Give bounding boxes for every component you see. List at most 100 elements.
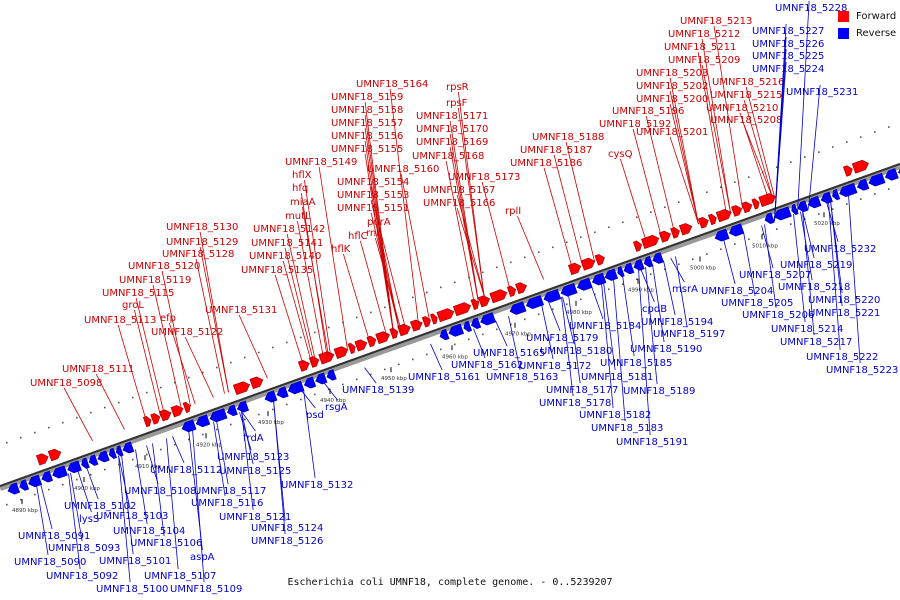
legend-item-forward: Forward bbox=[838, 8, 898, 25]
scale-dot bbox=[34, 431, 36, 434]
scale-dot bbox=[846, 203, 848, 205]
axis-tick-label: 4910 kbp bbox=[135, 464, 161, 470]
forward-gene-label: rnr bbox=[366, 228, 381, 239]
scale-dot bbox=[104, 468, 106, 471]
scale-dot bbox=[76, 416, 78, 419]
forward-leader-line bbox=[743, 99, 773, 198]
reverse-gene-label: UMNF18_5232 bbox=[804, 244, 876, 255]
scale-dot bbox=[706, 253, 708, 256]
scale-dot bbox=[874, 131, 876, 133]
reverse-gene-label: UMNF18_5220 bbox=[808, 295, 880, 306]
reverse-leader-line bbox=[77, 470, 92, 513]
reverse-gene-label: UMNF18_5231 bbox=[786, 87, 858, 98]
forward-leader-line bbox=[199, 231, 229, 393]
scale-dot bbox=[132, 458, 134, 461]
reverse-gene-label: UMNF18_5100 bbox=[96, 584, 168, 595]
reverse-gene-label: frdA bbox=[243, 433, 264, 444]
scale-dot bbox=[6, 503, 8, 506]
scale-dot bbox=[818, 213, 820, 215]
scale-dot bbox=[328, 326, 330, 329]
reverse-gene-arrow bbox=[303, 376, 317, 389]
reverse-gene-label: msrA bbox=[672, 284, 698, 295]
reverse-gene-label: UMNF18_5183 bbox=[591, 423, 663, 434]
reverse-gene-label: UMNF18_5185 bbox=[600, 358, 672, 369]
forward-gene-label: UMNF18_5149 bbox=[285, 157, 357, 168]
reverse-leader-line bbox=[300, 389, 316, 409]
scale-dot bbox=[426, 291, 428, 294]
scale-dot bbox=[20, 436, 22, 439]
scale-dot bbox=[230, 423, 232, 426]
scale-dot bbox=[524, 256, 526, 259]
reverse-gene-arrow bbox=[543, 288, 562, 303]
reverse-leader-line bbox=[808, 84, 821, 209]
reverse-gene-label: UMNF18_5204 bbox=[701, 286, 773, 297]
forward-gene-label: UMNF18_5166 bbox=[423, 198, 495, 209]
scale-dot bbox=[790, 223, 792, 225]
reverse-leader-line bbox=[213, 421, 226, 497]
scale-dot bbox=[230, 361, 232, 364]
forward-leader-line bbox=[553, 154, 583, 266]
forward-leader-line bbox=[304, 179, 332, 356]
forward-gene-label: UMNF18_5111 bbox=[62, 364, 134, 375]
scale-dot bbox=[132, 396, 134, 399]
reverse-leader-line bbox=[826, 202, 839, 243]
scale-dot bbox=[62, 421, 64, 424]
reverse-leader-line bbox=[118, 455, 131, 583]
scale-dot bbox=[258, 351, 260, 354]
scale-dot bbox=[860, 136, 862, 138]
scale-dot bbox=[314, 393, 316, 396]
reverse-leader-line bbox=[135, 449, 148, 525]
scale-dot bbox=[104, 406, 106, 409]
forward-gene-label: UMNF18_5201 bbox=[636, 127, 708, 138]
scale-dot bbox=[720, 248, 722, 250]
forward-gene-arrow bbox=[697, 217, 709, 229]
reverse-gene-arrow bbox=[326, 369, 337, 381]
reverse-gene-arrow bbox=[623, 262, 635, 275]
reverse-leader-line bbox=[36, 484, 49, 556]
forward-gene-label: hflK bbox=[331, 244, 351, 255]
reverse-gene-arrow bbox=[617, 266, 625, 278]
reverse-gene-label: UMNF18_5221 bbox=[808, 308, 880, 319]
reverse-gene-arrow bbox=[19, 479, 30, 491]
reverse-gene-label: UMNF18_5165 bbox=[473, 348, 545, 359]
scale-dot bbox=[286, 341, 288, 344]
scale-dot bbox=[34, 493, 36, 496]
axis-layer: 4890 kbp 4900 kbp 4910 kbp 4920 kbp 4930 kbp… bbox=[0, 126, 900, 514]
scale-dot bbox=[650, 273, 652, 276]
reverse-gene-label: UMNF18_5222 bbox=[806, 352, 878, 363]
forward-leader-line bbox=[389, 88, 419, 325]
forward-leader-line bbox=[669, 90, 699, 225]
reverse-gene-arrow bbox=[81, 457, 90, 469]
forward-gene-label: UMNF18_5208 bbox=[710, 115, 782, 126]
reverse-gene-label: UMNF18_5123 bbox=[217, 452, 289, 463]
forward-gene-label: UMNF18_5167 bbox=[423, 185, 495, 196]
reverse-leader-line bbox=[793, 214, 806, 323]
scale-dot bbox=[258, 413, 260, 416]
reverse-gene-label: UMNF18_5162 bbox=[451, 360, 523, 371]
forward-gene-label: UMNF18_5170 bbox=[416, 124, 488, 135]
reverse-leader-line bbox=[166, 438, 179, 570]
forward-gene-arrow bbox=[489, 289, 508, 304]
reverse-gene-arrow bbox=[832, 189, 841, 201]
forward-gene-arrow bbox=[758, 193, 777, 208]
axis-tick-label: 4940 kbp bbox=[320, 398, 346, 404]
forward-gene-label: UMNF18_5157 bbox=[331, 118, 403, 129]
scale-dot bbox=[818, 151, 820, 153]
forward-gene-label: UMNF18_5156 bbox=[331, 131, 403, 142]
axis-tick-label: 4960 kbp bbox=[442, 354, 468, 360]
scale-dot bbox=[790, 161, 792, 163]
reverse-gene-arrow bbox=[820, 191, 833, 204]
scale-dot bbox=[384, 368, 386, 371]
scale-dot bbox=[62, 483, 64, 486]
scale-dot bbox=[552, 246, 554, 249]
figure-title: Escherichia coli UMNF18, complete genome… bbox=[287, 577, 613, 588]
scale-dot bbox=[846, 141, 848, 143]
reverse-leader-line bbox=[40, 483, 53, 530]
reverse-gene-arrow bbox=[652, 252, 664, 264]
reverse-gene-label: UMNF18_5101 bbox=[99, 556, 171, 567]
forward-gene-label: UMNF18_5171 bbox=[416, 111, 488, 122]
forward-gene-label: UMNF18_5135 bbox=[241, 265, 313, 276]
forward-leader-line bbox=[713, 25, 743, 209]
scale-dot bbox=[552, 308, 554, 311]
reverse-gene-label: UMNF18_5106 bbox=[130, 538, 202, 549]
